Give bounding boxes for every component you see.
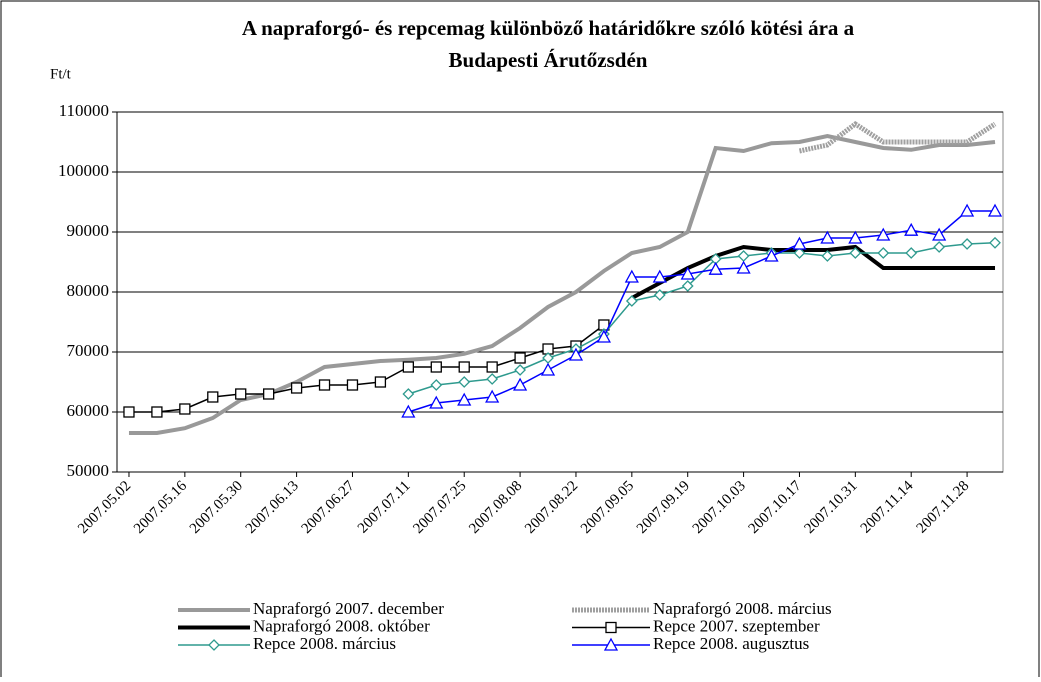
point-marker bbox=[708, 261, 723, 275]
legend-label: Napraforgó 2008. március bbox=[653, 599, 832, 618]
point-marker bbox=[568, 347, 584, 361]
legend-label: Repce 2008. március bbox=[253, 634, 396, 653]
point-marker bbox=[374, 376, 387, 388]
point-marker bbox=[625, 295, 638, 307]
y-tick-label: 60000 bbox=[67, 401, 110, 420]
point-marker bbox=[989, 236, 1001, 249]
point-marker bbox=[402, 361, 414, 373]
point-marker bbox=[457, 392, 472, 406]
legend-label: Napraforgó 2008. október bbox=[253, 616, 430, 635]
legend-label: Repce 2007. szeptember bbox=[653, 616, 820, 635]
point-marker bbox=[736, 260, 751, 274]
legend-label: Napraforgó 2007. december bbox=[253, 599, 444, 618]
series bbox=[630, 244, 996, 300]
point-marker bbox=[876, 227, 891, 241]
series bbox=[798, 120, 997, 154]
legend-label: Repce 2008. augusztus bbox=[653, 634, 809, 653]
point-marker bbox=[905, 247, 918, 259]
point-marker bbox=[514, 364, 527, 376]
point-marker bbox=[512, 377, 528, 391]
point-marker bbox=[624, 269, 639, 283]
chart-title: Budapesti Árutőzsdén bbox=[449, 48, 648, 72]
point-marker bbox=[652, 269, 667, 283]
point-marker bbox=[680, 266, 695, 280]
y-tick-label: 50000 bbox=[67, 461, 110, 480]
point-marker bbox=[514, 352, 526, 364]
point-marker bbox=[402, 388, 415, 400]
point-marker bbox=[848, 230, 863, 244]
y-tick-label: 90000 bbox=[67, 221, 110, 240]
y-tick-label: 70000 bbox=[67, 341, 110, 360]
point-marker bbox=[346, 379, 359, 391]
point-marker bbox=[458, 376, 471, 388]
point-marker bbox=[263, 388, 275, 400]
y-axis-label: Ft/t bbox=[50, 66, 72, 82]
point-marker bbox=[430, 361, 442, 373]
y-tick-label: 100000 bbox=[58, 161, 109, 180]
point-marker bbox=[485, 389, 500, 403]
point-marker bbox=[904, 222, 919, 236]
chart-title: A napraforgó- és repcemag különböző hatá… bbox=[242, 16, 855, 40]
point-marker bbox=[401, 404, 416, 418]
point-marker bbox=[486, 361, 498, 373]
point-marker bbox=[123, 406, 135, 418]
point-marker bbox=[430, 379, 443, 391]
point-marker bbox=[318, 379, 331, 391]
point-marker bbox=[596, 329, 611, 343]
point-marker bbox=[429, 395, 444, 409]
point-marker bbox=[933, 241, 946, 253]
series-line bbox=[630, 244, 996, 300]
point-marker bbox=[820, 230, 835, 244]
y-tick-label: 110000 bbox=[59, 101, 109, 120]
legend-marker bbox=[605, 621, 617, 634]
point-marker bbox=[764, 248, 779, 262]
point-marker bbox=[290, 382, 303, 394]
series-line bbox=[408, 242, 996, 395]
y-tick-label: 80000 bbox=[67, 281, 110, 300]
point-marker bbox=[235, 388, 247, 400]
point-marker bbox=[207, 391, 219, 403]
legend-marker bbox=[603, 637, 619, 651]
point-marker bbox=[792, 236, 807, 250]
point-marker bbox=[179, 403, 191, 415]
point-marker bbox=[849, 247, 862, 259]
point-marker bbox=[653, 289, 666, 301]
point-marker bbox=[540, 362, 556, 376]
point-marker bbox=[987, 203, 1003, 217]
series bbox=[401, 203, 1003, 418]
point-marker bbox=[877, 247, 890, 259]
point-marker bbox=[681, 280, 694, 292]
legend-marker bbox=[208, 639, 220, 651]
point-marker bbox=[486, 373, 499, 385]
series-line bbox=[408, 210, 996, 413]
series-line bbox=[798, 120, 997, 154]
point-marker bbox=[793, 247, 806, 259]
point-marker bbox=[151, 406, 163, 418]
point-marker bbox=[932, 227, 947, 241]
point-marker bbox=[458, 361, 470, 373]
point-marker bbox=[959, 203, 975, 217]
point-marker bbox=[961, 238, 974, 250]
point-marker bbox=[821, 250, 834, 262]
